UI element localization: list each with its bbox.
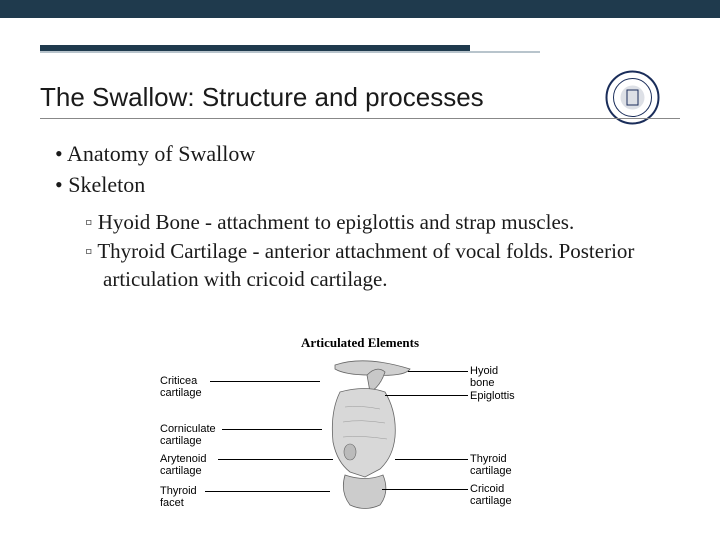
leader-r2	[385, 395, 468, 396]
label-epiglottis: Epiglottis	[470, 390, 530, 402]
anatomy-diagram: Articulated Elements Criticea cartilage …	[150, 335, 570, 525]
content-area: Anatomy of Swallow Skeleton Hyoid Bone -…	[55, 140, 675, 295]
bullet-anatomy: Anatomy of Swallow	[55, 140, 675, 169]
label-hyoid: Hyoid bone	[470, 365, 520, 389]
label-cricoid: Cricoid cartilage	[470, 483, 525, 507]
label-corniculate: Corniculate cartilage	[160, 423, 225, 447]
sub-list: Hyoid Bone - attachment to epiglottis an…	[85, 209, 675, 293]
leader-l4	[205, 491, 330, 492]
logo-seal	[605, 70, 660, 125]
slide-title: The Swallow: Structure and processes	[40, 82, 484, 113]
leader-r4	[382, 489, 468, 490]
sub-thyroid: Thyroid Cartilage - anterior attachment …	[85, 238, 675, 293]
leader-l1	[210, 381, 320, 382]
leader-l2	[222, 429, 322, 430]
accent-bar-light	[40, 51, 540, 53]
label-arytenoid: Arytenoid cartilage	[160, 453, 220, 477]
diagram-title: Articulated Elements	[150, 335, 570, 351]
top-bar	[0, 0, 720, 18]
leader-r1	[408, 371, 468, 372]
label-criticea: Criticea cartilage	[160, 375, 215, 399]
leader-l3	[218, 459, 333, 460]
leader-r3	[395, 459, 468, 460]
label-thyroid-facet: Thyroid facet	[160, 485, 215, 509]
title-underline	[40, 118, 680, 119]
label-thyroid-cart: Thyroid cartilage	[470, 453, 525, 477]
sub-hyoid: Hyoid Bone - attachment to epiglottis an…	[85, 209, 675, 236]
bullet-skeleton: Skeleton	[55, 171, 675, 200]
